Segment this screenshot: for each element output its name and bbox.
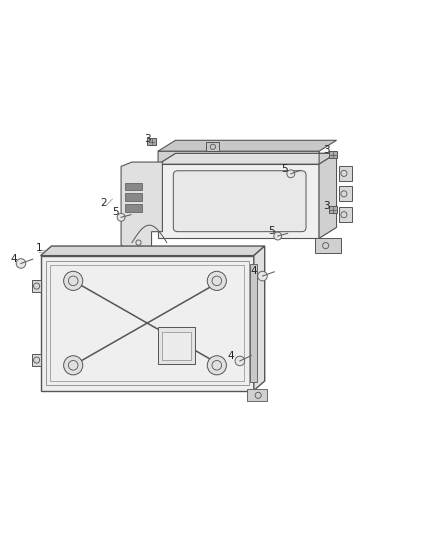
Circle shape [16, 259, 26, 268]
Text: 5: 5 [113, 207, 119, 217]
Polygon shape [158, 151, 336, 164]
Text: 4: 4 [228, 351, 234, 361]
Text: 1: 1 [36, 243, 43, 253]
Bar [125, 193, 142, 201]
Bar [125, 204, 142, 212]
Text: 3: 3 [144, 134, 151, 143]
Bar [328, 151, 337, 158]
Bar [251, 264, 257, 382]
Bar [315, 238, 341, 254]
Polygon shape [319, 154, 336, 238]
Text: 3: 3 [323, 200, 330, 211]
Polygon shape [158, 154, 336, 164]
Bar [339, 166, 352, 181]
Polygon shape [121, 162, 162, 254]
Polygon shape [254, 246, 265, 391]
Circle shape [287, 170, 295, 177]
Circle shape [235, 356, 245, 366]
Polygon shape [41, 256, 254, 391]
Bar [247, 389, 267, 401]
Circle shape [64, 271, 83, 290]
Polygon shape [158, 164, 319, 238]
Circle shape [207, 271, 226, 290]
Bar [32, 280, 42, 292]
Bar [147, 138, 156, 145]
Bar [162, 332, 191, 360]
Bar [339, 186, 352, 201]
Circle shape [207, 356, 226, 375]
Text: 5: 5 [281, 164, 288, 174]
Bar [206, 142, 219, 151]
Text: 3: 3 [323, 146, 330, 155]
Circle shape [64, 356, 83, 375]
Polygon shape [41, 246, 265, 256]
FancyBboxPatch shape [173, 171, 306, 232]
Circle shape [117, 213, 125, 221]
Circle shape [258, 271, 267, 281]
Bar [32, 354, 42, 366]
Polygon shape [319, 154, 336, 238]
Text: 5: 5 [268, 226, 275, 236]
Text: 4: 4 [251, 266, 257, 276]
Bar [125, 182, 142, 190]
Text: 2: 2 [101, 198, 107, 207]
Text: 4: 4 [10, 254, 17, 264]
Circle shape [274, 232, 282, 240]
Polygon shape [158, 140, 336, 151]
Bar [158, 327, 195, 365]
Bar [339, 207, 352, 222]
Bar [328, 206, 337, 213]
